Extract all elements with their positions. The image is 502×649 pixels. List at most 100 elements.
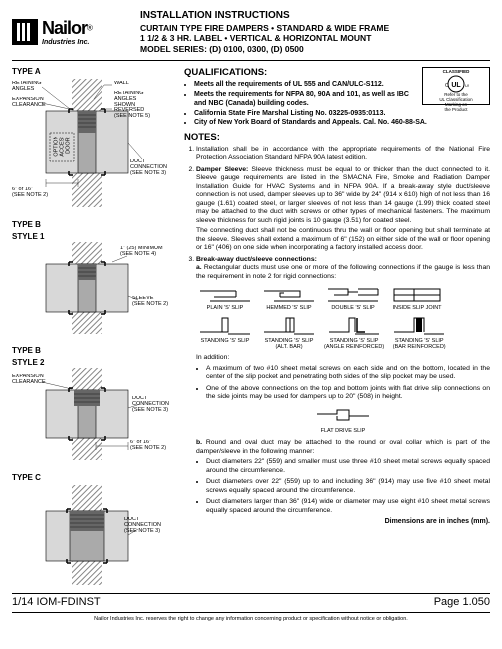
slip-row-2: STANDING 'S' SLIP STANDING 'S' SLIP (ALT…	[196, 316, 490, 351]
slip-inside: INSIDE SLIP JOINT	[388, 285, 446, 312]
in-addition-list: A maximum of two #10 sheet metal screws …	[196, 365, 490, 402]
figure-type-b2: TYPE B STYLE 2	[12, 346, 174, 462]
note-2-text: Sleeve thickness must be equal to or thi…	[196, 166, 490, 224]
right-column: CLASSIFIED UL C US Refer to the UL Class…	[184, 67, 490, 587]
figure-type-a: TYPE A	[12, 67, 174, 209]
slip-standing-alt: STANDING 'S' SLIP (ALT. BAR)	[260, 316, 318, 351]
part-b-list: Duct diameters 22" (559) and smaller mus…	[196, 458, 490, 515]
badge-note: Refer to the UL Classification Marking o…	[425, 93, 487, 113]
callout-sleeve: SLEEVE (SEE NOTE 2)	[132, 296, 174, 308]
logo-sub: Industries Inc.	[42, 39, 93, 48]
footer-right: Page 1.050	[434, 596, 490, 610]
note-2-label: Damper Sleeve:	[196, 166, 248, 173]
slip-standing-bar: STANDING 'S' SLIP (BAR REINFORCED)	[390, 316, 448, 351]
note-3a-text: Rectangular ducts must use one or more o…	[196, 264, 490, 279]
footer-left: 1/14 IOM-FDINST	[12, 596, 101, 610]
standing-s-slip-angle-icon	[325, 316, 383, 338]
flat-drive-slip-icon	[313, 406, 373, 426]
callout-duct-a: DUCT CONNECTION (SEE NOTE 3)	[130, 159, 174, 176]
dimensions-note: Dimensions are in inches (mm).	[184, 518, 490, 527]
header-line-4: MODEL SERIES: (D) 0100, 0300, (D) 0500	[140, 44, 490, 55]
header: Nailor® Industries Inc. INSTALLATION INS…	[12, 10, 490, 61]
type-b1-diagram: 1" (25) MINIMUM (SEE NOTE 4) SLEEVE (SEE…	[12, 242, 174, 334]
note-3a-label: a.	[196, 264, 202, 271]
in-addition-item: One of the above connections on the top …	[206, 385, 490, 402]
logo-reg: ®	[87, 23, 93, 32]
type-c-label: TYPE C	[12, 473, 174, 483]
ul-badge: CLASSIFIED UL C US Refer to the UL Class…	[422, 67, 490, 105]
part-b-item: Duct diameters larger than 36" (914) wid…	[206, 498, 490, 515]
header-titles: INSTALLATION INSTRUCTIONS CURTAIN TYPE F…	[140, 10, 490, 54]
notes-list: Installation shall be in accordance with…	[184, 146, 490, 515]
note-2: Damper Sleeve: Sleeve thickness must be …	[196, 166, 490, 253]
callout-duct-c: DUCT CONNECTION (SEE NOTE 3)	[124, 517, 174, 534]
notes-title: NOTES:	[184, 132, 490, 144]
part-b-item: Duct diameters over 22" (559) up to and …	[206, 478, 490, 495]
callout-exp-b2: EXPANSION CLEARANCE	[12, 374, 48, 386]
figure-type-b1: TYPE B STYLE 1	[12, 220, 174, 336]
badge-c: C	[445, 83, 449, 89]
type-b2-style: STYLE 2	[12, 358, 174, 368]
flat-drive-slip: FLAT DRIVE SLIP	[196, 406, 490, 435]
footer-bar: 1/14 IOM-FDINST Page 1.050	[12, 593, 490, 613]
slip-name: HEMMED 'S' SLIP	[266, 306, 311, 312]
callout-sleeve-b2: 6" or 16" (SEE NOTE 2)	[130, 440, 174, 452]
plain-s-slip-icon	[196, 285, 254, 305]
type-b2-diagram: EXPANSION CLEARANCE DUCT CONNECTION (SEE…	[12, 368, 174, 460]
callout-angles-shown: RETAINING ANGLES SHOWN REVERSED (SEE NOT…	[114, 91, 172, 120]
header-line-1: INSTALLATION INSTRUCTIONS	[140, 10, 490, 23]
slip-row-1: PLAIN 'S' SLIP HEMMED 'S' SLIP DOUBLE 'S…	[196, 285, 490, 312]
slip-name: DOUBLE 'S' SLIP	[331, 306, 374, 312]
note-3: Break-away duct/sleeve connections: a. R…	[196, 256, 490, 515]
type-b1-label: TYPE B	[12, 220, 174, 230]
note-1: Installation shall be in accordance with…	[196, 146, 490, 163]
part-b-label: b.	[196, 439, 202, 446]
slip-name: STANDING 'S' SLIP	[201, 339, 250, 345]
type-b2-label: TYPE B	[12, 346, 174, 356]
callout-access-door: OPTIONAL ACCESS DOOR	[54, 137, 71, 157]
callout-duct-b2: DUCT CONNECTION (SEE NOTE 3)	[132, 396, 174, 413]
logo-name: Nailor	[42, 18, 87, 38]
figures-column: TYPE A	[12, 67, 174, 587]
part-b-item: Duct diameters 22" (559) and smaller mus…	[206, 458, 490, 475]
note-3-label: Break-away duct/sleeve connections:	[196, 256, 317, 263]
slip-name: INSIDE SLIP JOINT	[392, 306, 441, 312]
slip-double: DOUBLE 'S' SLIP	[324, 285, 382, 312]
logo-mark-icon	[12, 19, 38, 45]
part-b-text: Round and oval duct may be attached to t…	[196, 439, 490, 454]
badge-classified: CLASSIFIED	[425, 70, 487, 75]
footer-note: Nailor Industries Inc. reserves the righ…	[12, 616, 490, 623]
in-addition-item: A maximum of two #10 sheet metal screws …	[206, 365, 490, 382]
header-line-2: CURTAIN TYPE FIRE DAMPERS • STANDARD & W…	[140, 23, 490, 34]
figure-type-c: TYPE C	[12, 473, 174, 587]
slip-name: PLAIN 'S' SLIP	[207, 306, 244, 312]
callout-bottom-dim: 6" or 16" (SEE NOTE 2)	[12, 187, 52, 199]
standing-s-slip-alt-icon	[260, 316, 318, 338]
logo-text: Nailor® Industries Inc.	[42, 17, 93, 48]
type-b1-style: STYLE 1	[12, 232, 174, 242]
logo: Nailor® Industries Inc.	[12, 10, 130, 54]
standing-s-slip-icon	[196, 316, 254, 338]
page: Nailor® Industries Inc. INSTALLATION INS…	[0, 0, 502, 629]
callout-retaining: RETAINING ANGLES	[12, 81, 46, 93]
flat-drive-name: FLAT DRIVE SLIP	[196, 429, 490, 435]
slip-name: STANDING 'S' SLIP (ALT. BAR)	[265, 339, 314, 351]
hemmed-s-slip-icon	[260, 285, 318, 305]
header-line-3: 1 1/2 & 3 HR. LABEL • VERTICAL & HORIZON…	[140, 33, 490, 44]
qual-item: City of New York Board of Standards and …	[194, 119, 490, 128]
slip-standing: STANDING 'S' SLIP	[196, 316, 254, 351]
standing-s-slip-bar-icon	[390, 316, 448, 338]
callout-expansion: EXPANSION CLEARANCE	[12, 97, 46, 109]
ul-logo-icon: UL C US	[443, 75, 469, 93]
slip-standing-angle: STANDING 'S' SLIP (ANGLE REINFORCED)	[324, 316, 384, 351]
main: TYPE A	[12, 67, 490, 587]
type-a-label: TYPE A	[12, 67, 174, 77]
double-s-slip-icon	[324, 285, 382, 305]
note-2b: The connecting duct shall not be continu…	[196, 227, 490, 252]
slip-hemmed: HEMMED 'S' SLIP	[260, 285, 318, 312]
type-c-diagram: DUCT CONNECTION (SEE NOTE 3)	[12, 485, 174, 585]
callout-min: 1" (25) MINIMUM (SEE NOTE 4)	[120, 246, 174, 258]
svg-text:UL: UL	[451, 82, 461, 89]
slip-name: STANDING 'S' SLIP (BAR REINFORCED)	[393, 339, 446, 351]
badge-us: US	[465, 83, 469, 88]
